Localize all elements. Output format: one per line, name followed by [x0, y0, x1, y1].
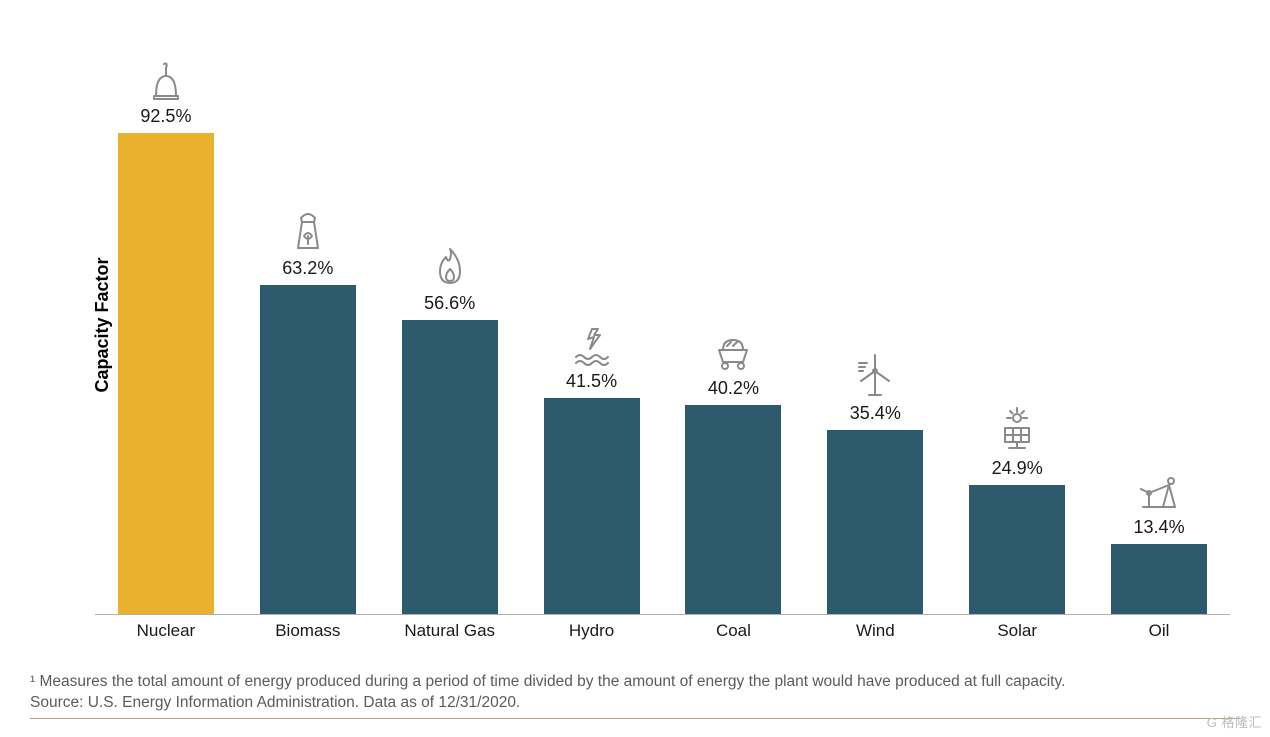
chart-footnote: ¹ Measures the total amount of energy pr…	[30, 672, 1065, 714]
bar-group: 92.5% 63.2% 56.6% 41.5% 40.2% 35.4% 24.9…	[95, 5, 1230, 614]
x-axis-label: Natural Gas	[379, 621, 521, 641]
biomass-icon	[284, 206, 332, 254]
hydro-icon	[568, 319, 616, 367]
bar-rect	[685, 405, 781, 614]
footer-divider	[30, 718, 1240, 719]
chart-plot-area: 92.5% 63.2% 56.6% 41.5% 40.2% 35.4% 24.9…	[95, 5, 1230, 615]
bar-column: 63.2%	[237, 5, 379, 614]
bar-value-label: 13.4%	[1134, 517, 1185, 538]
bar-column: 24.9%	[946, 5, 1088, 614]
oil-icon	[1135, 465, 1183, 513]
coal-icon	[709, 326, 757, 374]
x-axis-label: Oil	[1088, 621, 1230, 641]
solar-icon	[993, 406, 1041, 454]
footnote-line-2: Source: U.S. Energy Information Administ…	[30, 693, 1065, 714]
bar-rect	[969, 485, 1065, 614]
bar-column: 41.5%	[521, 5, 663, 614]
x-axis-label: Solar	[946, 621, 1088, 641]
bar-rect	[402, 320, 498, 614]
x-axis-label: Coal	[663, 621, 805, 641]
bar-value-label: 63.2%	[282, 258, 333, 279]
bar-rect	[118, 133, 214, 614]
x-axis-labels: NuclearBiomassNatural GasHydroCoalWindSo…	[95, 621, 1230, 641]
x-axis-label: Wind	[804, 621, 946, 641]
footnote-line-1: ¹ Measures the total amount of energy pr…	[30, 672, 1065, 693]
bar-column: 92.5%	[95, 5, 237, 614]
bar-value-label: 92.5%	[140, 106, 191, 127]
bar-value-label: 35.4%	[850, 403, 901, 424]
capacity-factor-chart: Capacity Factor 92.5% 63.2% 56.6% 41.5% …	[95, 5, 1230, 645]
bar-value-label: 40.2%	[708, 378, 759, 399]
bar-value-label: 24.9%	[992, 458, 1043, 479]
bar-rect	[260, 285, 356, 614]
gas-icon	[426, 241, 474, 289]
bar-column: 35.4%	[804, 5, 946, 614]
bar-rect	[827, 430, 923, 614]
bar-rect	[544, 398, 640, 614]
bar-value-label: 56.6%	[424, 293, 475, 314]
x-axis-label: Hydro	[521, 621, 663, 641]
bar-column: 56.6%	[379, 5, 521, 614]
nuclear-icon	[142, 54, 190, 102]
bar-rect	[1111, 544, 1207, 614]
x-axis-label: Nuclear	[95, 621, 237, 641]
bar-value-label: 41.5%	[566, 371, 617, 392]
bar-column: 13.4%	[1088, 5, 1230, 614]
wind-icon	[851, 351, 899, 399]
x-axis-label: Biomass	[237, 621, 379, 641]
bar-column: 40.2%	[663, 5, 805, 614]
watermark: G 格隆汇	[1207, 712, 1262, 731]
